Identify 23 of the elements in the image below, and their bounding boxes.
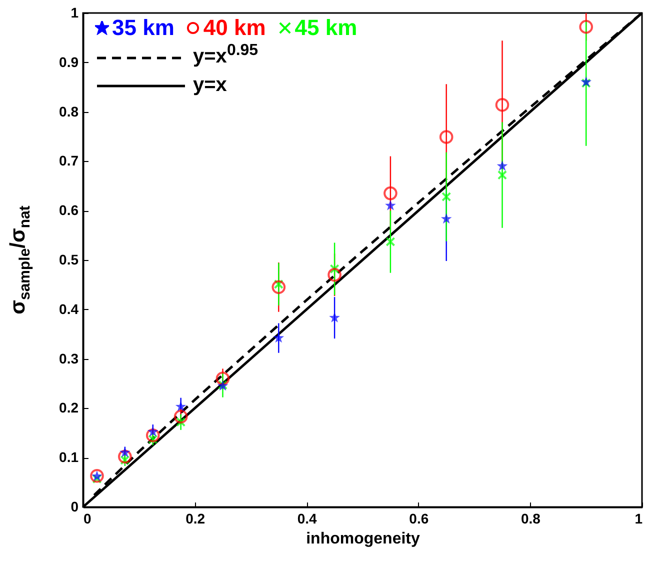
y-tick-label: 0.7 xyxy=(59,152,79,169)
legend-label: 45 km xyxy=(294,15,358,41)
x-axis-title: inhomogeneity xyxy=(306,530,420,548)
y-tick-label: 0.1 xyxy=(59,449,79,466)
legend-label: 40 km xyxy=(202,15,266,41)
y-tick-label: 0.5 xyxy=(59,252,79,268)
legend-label: 35 km xyxy=(111,15,174,41)
y-tick-label: 0 xyxy=(70,498,79,514)
y-tick-label: 0.9 xyxy=(59,54,79,70)
x-tick-label: 0.8 xyxy=(520,510,541,526)
legend-label: y=x$^{0.95}$ xyxy=(193,42,258,69)
x-tick-label: 0.6 xyxy=(409,510,429,526)
y-tick-label: 0.4 xyxy=(59,300,79,317)
y-tick-label: 0.2 xyxy=(59,400,79,416)
y-tick-label: 1 xyxy=(70,4,79,20)
legend-label: y=x xyxy=(193,74,227,97)
x-tick-label: 0.4 xyxy=(297,510,318,526)
x-tick-label: 1 xyxy=(634,510,643,526)
x-tick-label: 0 xyxy=(84,510,92,526)
y-tick-label: 0.3 xyxy=(59,350,79,366)
x-tick-label: 0.2 xyxy=(186,510,206,526)
y-tick-label: 0.8 xyxy=(59,103,79,120)
y-tick-label: 0.6 xyxy=(59,202,79,218)
